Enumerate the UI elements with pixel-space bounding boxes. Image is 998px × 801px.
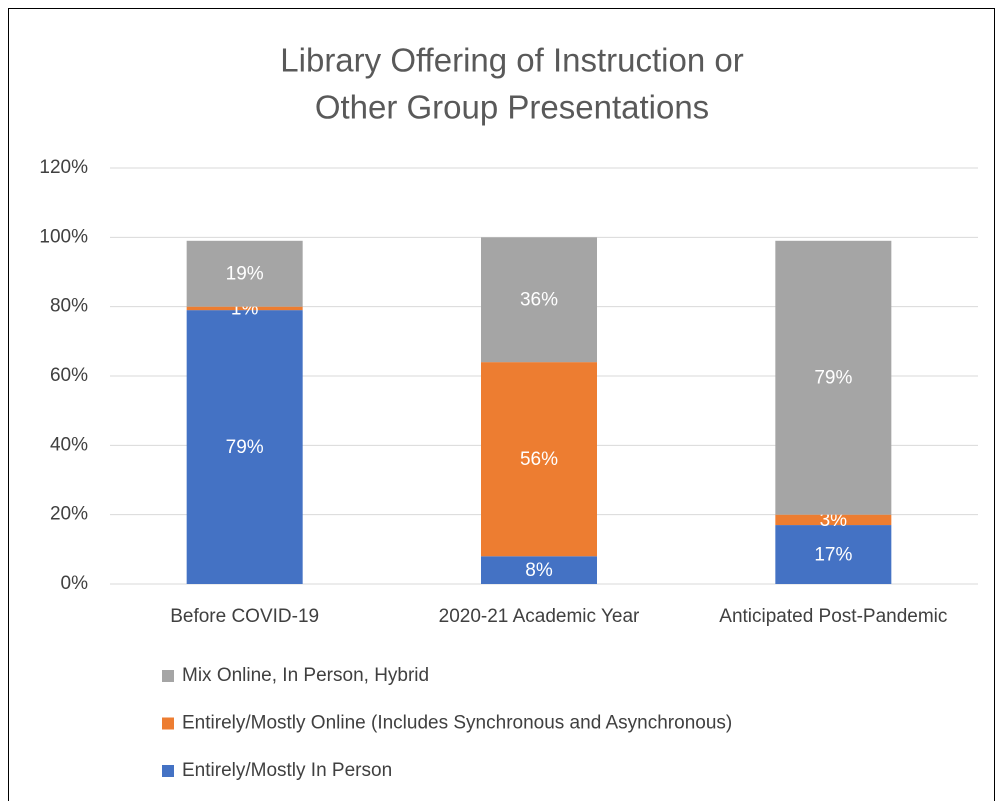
y-tick-label: 60% [50,365,88,386]
value-label: 79% [226,437,264,458]
x-tick-label: 2020-21 Academic Year [439,606,640,627]
bar-segment [481,362,597,557]
bar-segment [481,556,597,584]
bar-segment [775,240,892,515]
bar-segment [775,525,892,584]
chart-title: Library Offering of Instruction or [280,42,743,79]
legend-swatch [162,765,174,777]
legend-label: Entirely/Mostly Online (Includes Synchro… [182,713,732,734]
value-label: 36% [520,290,558,311]
bar-segment [775,514,892,526]
value-label: 79% [814,368,852,389]
x-tick-label: Before COVID-19 [170,606,319,627]
legend-swatch [162,717,174,730]
value-label: 3% [820,510,848,531]
y-tick-label: 40% [50,434,88,455]
legend-label: Mix Online, In Person, Hybrid [182,665,429,686]
bar-segment [186,310,303,584]
value-label: 8% [525,560,553,581]
x-tick-label: Anticipated Post-Pandemic [719,606,947,627]
legend-swatch [162,670,174,682]
y-tick-label: 100% [39,226,88,247]
y-tick-label: 0% [61,573,89,594]
y-tick-label: 80% [50,296,88,317]
legend-label: Entirely/Mostly In Person [182,760,392,781]
y-tick-label: 120% [39,157,88,178]
bar-segment [186,240,303,307]
bar-segment [186,306,303,311]
value-label: 56% [520,449,558,470]
y-tick-label: 20% [50,504,88,525]
bar-segment [481,237,597,363]
value-label: 17% [814,545,852,566]
value-label: 19% [226,264,264,285]
chart-title: Other Group Presentations [315,89,709,126]
